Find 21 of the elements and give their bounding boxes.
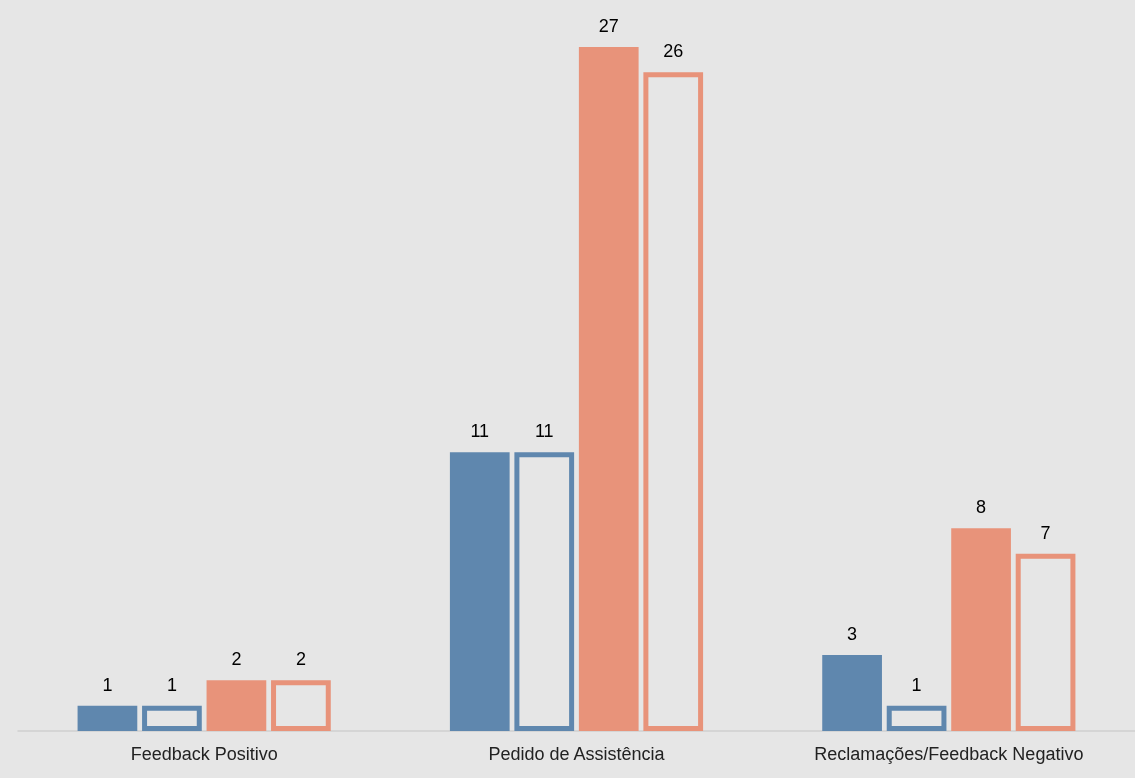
bar (77, 705, 138, 731)
data-label: 8 (976, 497, 987, 518)
data-label: 1 (911, 674, 922, 695)
bar (206, 680, 267, 731)
data-label: 1 (102, 674, 113, 695)
data-label: 1 (166, 674, 177, 695)
data-label: 2 (231, 649, 242, 670)
bar (951, 528, 1011, 731)
data-label: 26 (663, 41, 684, 62)
x-tick-label: Feedback Positivo (130, 744, 278, 764)
data-label: 27 (598, 16, 619, 36)
bar (822, 655, 882, 731)
data-label: 7 (1040, 522, 1051, 543)
x-tick-label: Reclamações/Feedback Negativo (814, 744, 1084, 764)
data-label: 3 (847, 624, 858, 644)
x-tick-label: Pedido de Assistência (488, 744, 666, 764)
data-label: 11 (534, 421, 554, 442)
data-label: 2 (295, 649, 306, 670)
bar (578, 47, 639, 731)
data-label: 11 (470, 421, 490, 442)
bar (449, 452, 510, 731)
